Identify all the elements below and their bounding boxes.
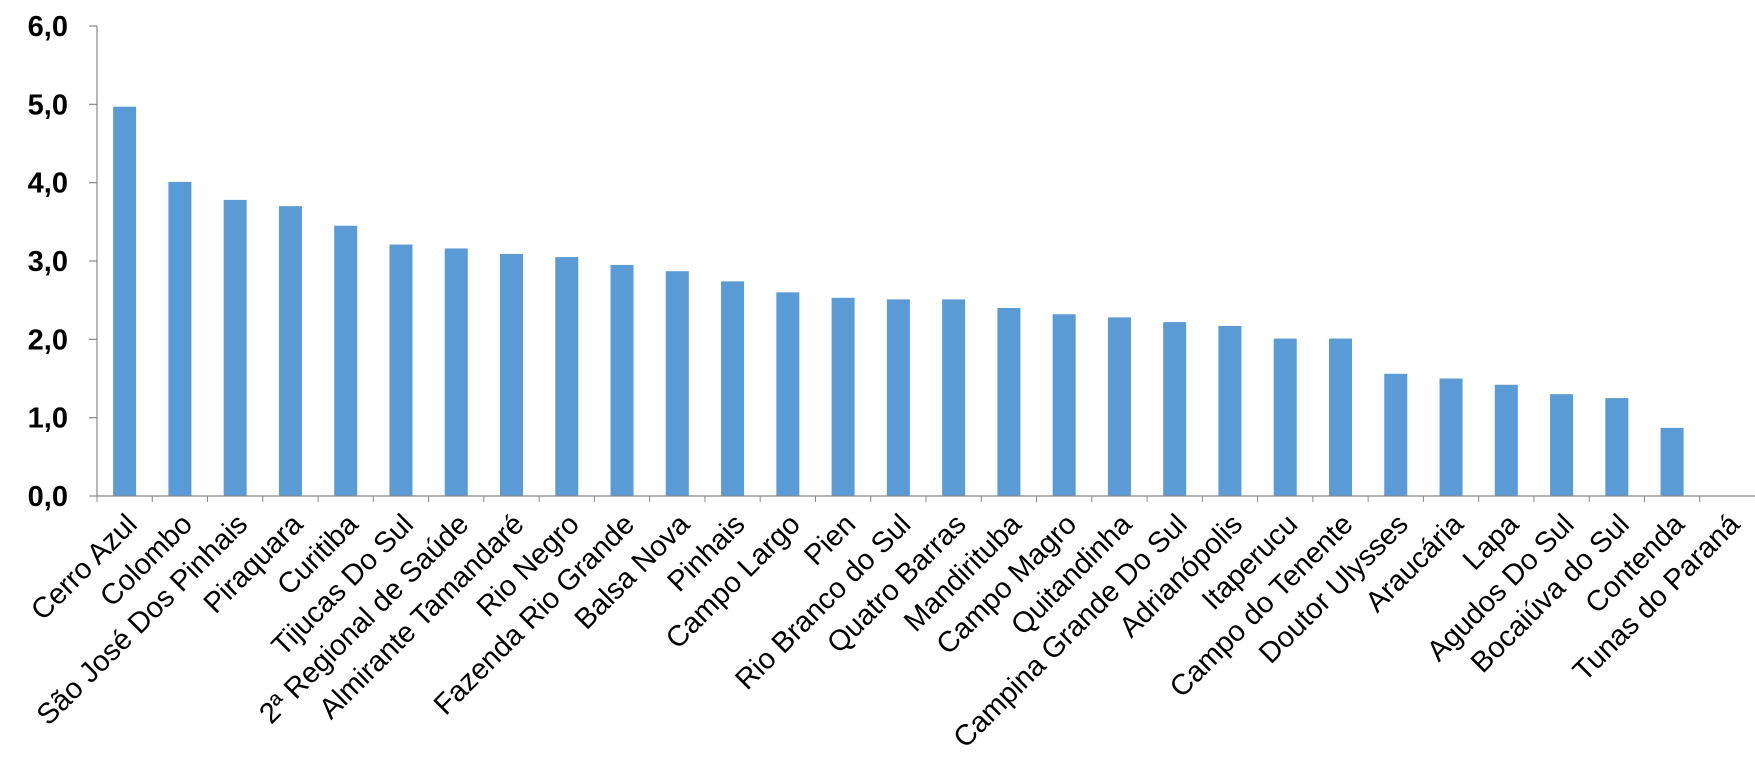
bar bbox=[224, 200, 247, 496]
bar bbox=[1440, 379, 1463, 497]
y-tick-label: 2,0 bbox=[28, 324, 68, 356]
y-tick-label: 1,0 bbox=[28, 403, 68, 435]
bar bbox=[1550, 394, 1573, 496]
y-tick-label: 4,0 bbox=[28, 168, 68, 200]
bar bbox=[832, 298, 855, 496]
bar bbox=[1495, 385, 1518, 496]
bar bbox=[997, 308, 1020, 496]
bar bbox=[1329, 339, 1352, 496]
bar bbox=[1163, 322, 1186, 496]
bar bbox=[887, 299, 910, 496]
bar bbox=[1053, 314, 1076, 496]
bar bbox=[1108, 317, 1131, 496]
bar bbox=[942, 299, 965, 496]
bar bbox=[168, 182, 191, 496]
y-tick-label: 3,0 bbox=[28, 246, 68, 278]
bar bbox=[500, 254, 523, 496]
x-axis bbox=[97, 496, 1755, 502]
bar bbox=[1605, 398, 1628, 496]
bar bbox=[776, 292, 799, 496]
bar bbox=[666, 271, 689, 496]
bar bbox=[1384, 374, 1407, 496]
bar bbox=[445, 248, 468, 496]
bar bbox=[1218, 326, 1241, 496]
bar bbox=[389, 245, 412, 496]
y-tick-label: 0,0 bbox=[28, 481, 68, 513]
y-tick-label: 6,0 bbox=[28, 11, 68, 43]
bar bbox=[721, 281, 744, 496]
bar bbox=[279, 206, 302, 496]
bar bbox=[1661, 428, 1684, 496]
bar bbox=[611, 265, 634, 496]
bar bbox=[334, 226, 357, 496]
bar bbox=[113, 107, 136, 496]
bar bbox=[1274, 339, 1297, 496]
bars bbox=[113, 107, 1683, 496]
y-tick-label: 5,0 bbox=[28, 89, 68, 121]
bar bbox=[555, 257, 578, 496]
y-axis: 0,0 1,0 2,0 3,0 4,0 5,0 6,0 bbox=[28, 11, 97, 513]
